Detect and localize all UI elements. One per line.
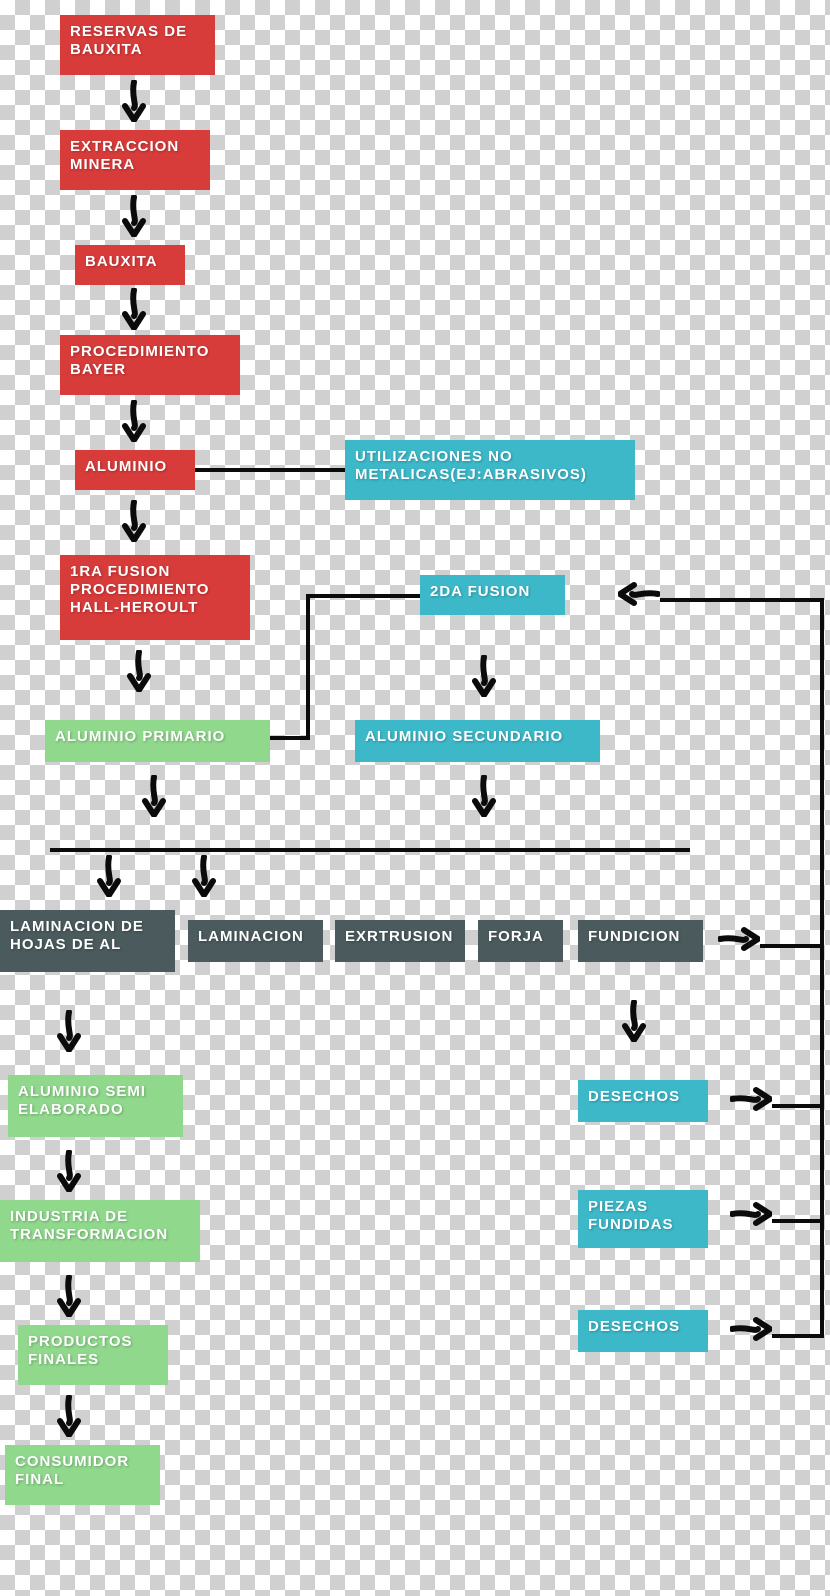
node-extrusion: EXRTRUSION [335,920,465,962]
node-lam_hojas: LAMINACION DE HOJAS DE AL [0,910,175,972]
node-consumidor: CONSUMIDOR FINAL [5,1445,160,1505]
connector-6 [660,598,824,602]
node-prod_fin: PRODUCTOS FINALES [18,1325,168,1385]
node-al_sec: ALUMINIO SECUNDARIO [355,720,600,762]
node-aluminio: ALUMINIO [75,450,195,490]
connector-2 [306,594,310,740]
node-laminacion: LAMINACION [188,920,323,962]
node-bauxita: BAUXITA [75,245,185,285]
connector-10 [772,1334,824,1338]
connector-0 [195,468,345,472]
node-fundicion: FUNDICION [578,920,703,962]
connector-9 [772,1219,824,1223]
node-al_semi: ALUMINIO SEMI ELABORADO [8,1075,183,1137]
node-bayer: PROCEDIMIENTO BAYER [60,335,240,395]
connector-3 [306,594,420,598]
connector-5 [820,598,824,1338]
node-fusion1: 1ra FUSION PROCEDIMIENTO HALL-HEROULT [60,555,250,640]
node-utiliz: UTILIZACIONES NO METALICAS(EJ:ABRASIVOS) [345,440,635,500]
node-fusion2: 2da FUSION [420,575,565,615]
node-desechos1: DESECHOS [578,1080,708,1122]
node-desechos2: DESECHOS [578,1310,708,1352]
node-extraccion: EXTRACCION MINERA [60,130,210,190]
connector-8 [772,1104,824,1108]
node-reservas: RESERVAS DE BAUXITA [60,15,215,75]
connector-4 [50,848,690,852]
node-piezas: PIEZAS FUNDIDAS [578,1190,708,1248]
connector-1 [270,736,310,740]
node-al_prim: ALUMINIO PRIMARIO [45,720,270,762]
node-forja: FORJA [478,920,563,962]
node-ind_transf: INDUSTRIA DE TRANSFORMACION [0,1200,200,1262]
connector-7 [760,944,824,948]
